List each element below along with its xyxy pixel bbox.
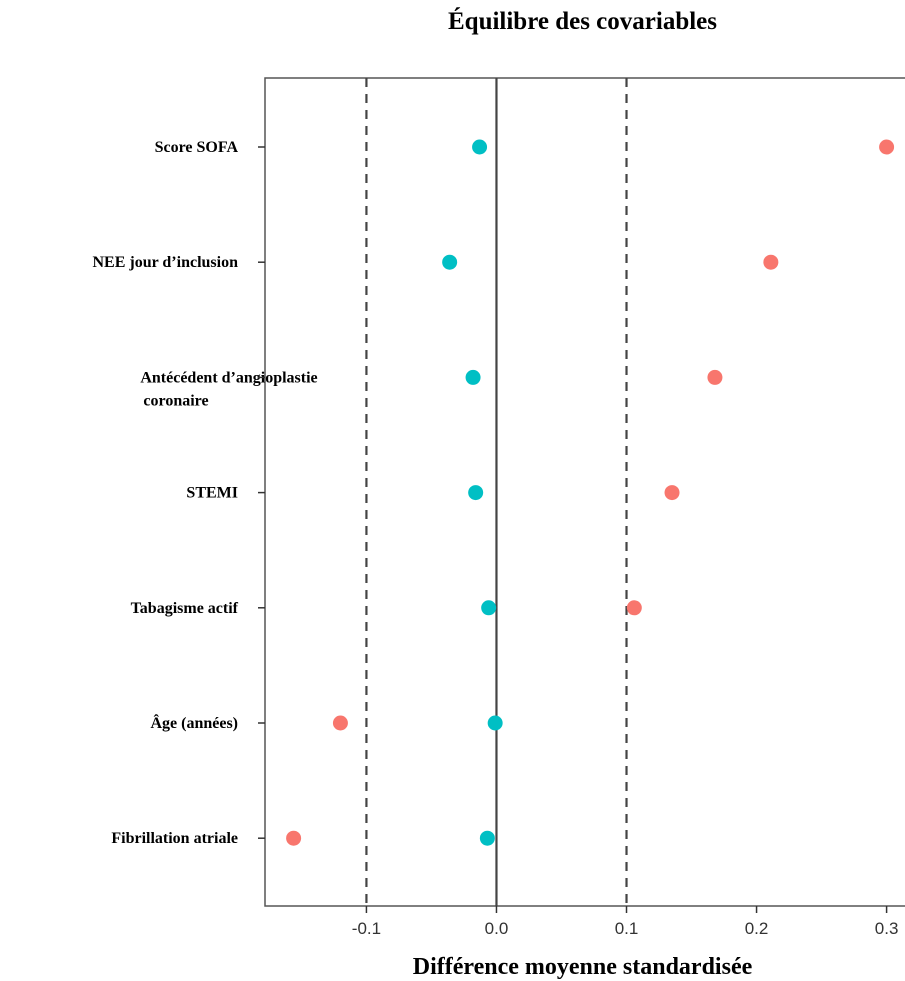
data-points [286, 139, 895, 846]
point-unadjusted [879, 139, 895, 155]
plot-panel [264, 77, 905, 907]
point-adjusted [465, 369, 481, 385]
x-tick-label: 0.3 [875, 919, 899, 938]
x-tick-label: 0.2 [745, 919, 769, 938]
y-axis-labels: Score SOFA NEE jour d’inclusion Antécédent… [92, 139, 317, 847]
x-tick-label: 0.1 [615, 919, 639, 938]
x-axis-ticks: -0.1 0.0 0.1 0.2 0.3 [352, 906, 899, 938]
point-adjusted [472, 139, 488, 155]
point-unadjusted [763, 254, 779, 270]
y-tick-label: Antécédent d’angioplastie coronaire [140, 369, 317, 409]
x-tick-label: 0.0 [485, 919, 509, 938]
y-axis-ticks [258, 146, 265, 839]
point-adjusted [481, 600, 497, 616]
y-tick-label: Score SOFA [155, 139, 239, 156]
y-tick-label: Âge (années) [150, 713, 238, 732]
point-unadjusted [626, 600, 642, 616]
x-axis-label: Différence moyenne standardisée [412, 954, 753, 980]
y-tick-label: Tabagisme actif [131, 600, 239, 617]
point-unadjusted [664, 485, 680, 501]
point-adjusted [479, 830, 495, 846]
y-tick-label: Fibrillation atriale [111, 830, 238, 847]
point-unadjusted [332, 715, 348, 731]
y-tick-label-line: coronaire [143, 392, 208, 409]
point-unadjusted [286, 830, 302, 846]
point-adjusted [442, 254, 458, 270]
y-tick-label: STEMI [186, 485, 238, 502]
point-adjusted [487, 715, 503, 731]
reference-lines [365, 78, 628, 906]
x-tick-label: -0.1 [352, 919, 381, 938]
point-unadjusted [707, 369, 723, 385]
y-tick-label: NEE jour d’inclusion [92, 254, 238, 271]
y-tick-label-line: Antécédent d’angioplastie [140, 369, 317, 386]
point-adjusted [468, 485, 484, 501]
chart-title: Équilibre des covariables [447, 8, 717, 35]
